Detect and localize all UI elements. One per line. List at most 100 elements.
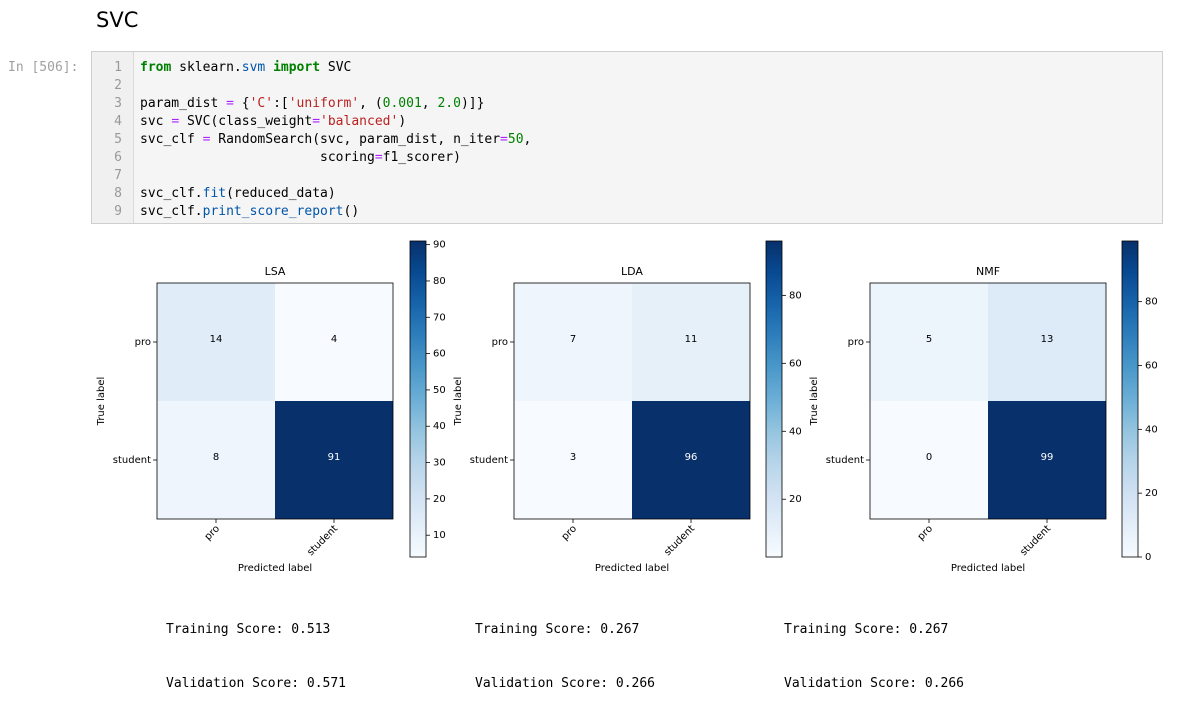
section-heading: SVC bbox=[96, 8, 139, 32]
code-editor[interactable]: 1 from sklearn.svm import SVC 2 3 param_dist… bbox=[92, 59, 1162, 221]
colorbar-tick-label: 60 bbox=[789, 358, 802, 369]
validation-score: Validation Score: 0.571 bbox=[166, 676, 347, 691]
heatmap-cell bbox=[157, 401, 275, 519]
cell-value-label: 99 bbox=[1041, 452, 1054, 463]
line-number: 8 bbox=[114, 186, 122, 201]
colorbar-tick-label: 80 bbox=[789, 290, 802, 301]
code-line[interactable]: 3 param_dist = {'C':['uniform', (0.001, 2… bbox=[92, 95, 1162, 113]
colorbar-tick-label: 80 bbox=[1145, 297, 1158, 308]
heatmap-cell bbox=[275, 283, 393, 401]
colorbar-tick-label: 20 bbox=[1145, 488, 1158, 499]
code-text: svc_clf.fit(reduced_data) bbox=[140, 186, 336, 201]
heatmap-cell bbox=[632, 283, 750, 401]
x-tick-label: pro bbox=[203, 523, 222, 542]
heatmap-cell bbox=[514, 283, 632, 401]
line-number: 6 bbox=[114, 150, 122, 165]
colorbar-frame bbox=[765, 240, 783, 558]
x-axis-label: Predicted label bbox=[951, 563, 1025, 574]
x-tick-label: pro bbox=[560, 523, 579, 542]
x-axis-label: Predicted label bbox=[238, 563, 312, 574]
colorbar-tick-label: 60 bbox=[1145, 360, 1158, 371]
colorbar-tick-label: 30 bbox=[433, 458, 446, 469]
code-line[interactable]: 1 from sklearn.svm import SVC bbox=[92, 59, 1162, 77]
heatmap-cell bbox=[514, 401, 632, 519]
y-tick-label: student bbox=[470, 455, 508, 466]
cell-value-label: 5 bbox=[926, 334, 932, 345]
code-line[interactable]: 7 bbox=[92, 167, 1162, 185]
y-tick-label: pro bbox=[135, 337, 151, 348]
cell-value-label: 14 bbox=[210, 334, 223, 345]
colorbar-frame bbox=[409, 240, 427, 558]
confusion-matrix-figure: 14 4 8 91 LSA pro student pro student Predicted l… bbox=[96, 240, 1158, 574]
cell-value-label: 7 bbox=[570, 334, 576, 345]
training-score: Training Score: 0.267 bbox=[475, 622, 640, 637]
code-text: param_dist = {'C':['uniform', (0.001, 2.… bbox=[140, 96, 485, 111]
code-line[interactable]: 6 scoring=f1_scorer) bbox=[92, 149, 1162, 167]
code-line[interactable]: 9 svc_clf.print_score_report() bbox=[92, 203, 1162, 221]
line-number-gutter bbox=[92, 52, 134, 223]
code-line[interactable]: 4 svc = SVC(class_weight='balanced') bbox=[92, 113, 1162, 131]
x-axis-label: Predicted label bbox=[595, 563, 669, 574]
heatmap-cell bbox=[632, 401, 750, 519]
validation-score: Validation Score: 0.266 bbox=[784, 676, 965, 691]
code-text: scoring=f1_scorer) bbox=[140, 150, 461, 165]
heatmap-cell bbox=[988, 401, 1106, 519]
code-text: svc_clf.print_score_report() bbox=[140, 204, 360, 219]
y-tick-label: student bbox=[826, 455, 864, 466]
colorbar-tick-label: 20 bbox=[433, 494, 446, 505]
colorbar-tick-label: 60 bbox=[433, 349, 446, 360]
y-axis-label: True label bbox=[809, 377, 820, 427]
axes-frame bbox=[513, 282, 751, 520]
line-number: 2 bbox=[114, 78, 122, 93]
axes-frame bbox=[869, 282, 1107, 520]
heatmap-cell bbox=[870, 401, 988, 519]
colorbar-tick-label: 80 bbox=[433, 276, 446, 287]
heatmap-cell bbox=[870, 283, 988, 401]
line-number: 9 bbox=[114, 204, 122, 219]
colorbar-tick-label: 90 bbox=[433, 240, 446, 251]
line-number: 3 bbox=[114, 96, 122, 111]
training-score: Training Score: 0.513 bbox=[166, 622, 331, 637]
training-score: Training Score: 0.267 bbox=[784, 622, 949, 637]
code-line[interactable]: 2 bbox=[92, 77, 1162, 95]
colorbar-tick-label: 40 bbox=[433, 421, 446, 432]
colorbar-tick-label: 40 bbox=[789, 426, 802, 437]
y-tick-label: pro bbox=[492, 337, 508, 348]
validation-score: Validation Score: 0.266 bbox=[475, 676, 656, 691]
chart-title: LSA bbox=[265, 265, 286, 278]
colorbar-tick-label: 70 bbox=[433, 312, 446, 323]
line-number: 5 bbox=[114, 132, 122, 147]
x-tick-label: pro bbox=[916, 523, 935, 542]
axes-frame bbox=[156, 282, 394, 520]
colorbar-tick-label: 0 bbox=[1145, 552, 1151, 563]
cell-value-label: 11 bbox=[685, 334, 698, 345]
x-tick-label: student bbox=[1018, 523, 1053, 558]
colorbar-tick-label: 10 bbox=[433, 530, 446, 541]
line-number: 4 bbox=[114, 114, 122, 129]
code-cell[interactable]: 1 from sklearn.svm import SVC 2 3 param_dist… bbox=[91, 51, 1163, 224]
chart-title: NMF bbox=[976, 265, 1000, 278]
cell-value-label: 0 bbox=[926, 452, 932, 463]
line-number: 1 bbox=[114, 60, 122, 75]
y-axis-label: True label bbox=[453, 377, 464, 427]
cell-prompt: In [506]: bbox=[8, 60, 79, 75]
y-axis-label: True label bbox=[96, 377, 107, 427]
code-text: svc_clf = RandomSearch(svc, param_dist, … bbox=[140, 132, 532, 147]
code-line[interactable]: 8 svc_clf.fit(reduced_data) bbox=[92, 185, 1162, 203]
colorbar bbox=[1122, 241, 1138, 557]
colorbar-frame bbox=[1121, 240, 1139, 558]
cell-value-label: 13 bbox=[1041, 334, 1054, 345]
colorbar-tick-label: 40 bbox=[1145, 424, 1158, 435]
code-line[interactable]: 5 svc_clf = RandomSearch(svc, param_dist,… bbox=[92, 131, 1162, 149]
y-tick-label: student bbox=[113, 455, 151, 466]
heatmap-cell bbox=[275, 401, 393, 519]
line-number: 7 bbox=[114, 168, 122, 183]
cell-value-label: 8 bbox=[213, 452, 219, 463]
code-text: from sklearn.svm import SVC bbox=[140, 60, 352, 75]
y-tick-label: pro bbox=[848, 337, 864, 348]
score-report-lda: Training Score: 0.267 Validation Score: … bbox=[475, 585, 655, 711]
score-report-nmf: Training Score: 0.267 Validation Score: … bbox=[784, 585, 964, 711]
x-tick-label: student bbox=[305, 523, 340, 558]
colorbar bbox=[410, 241, 426, 557]
heatmap-cell bbox=[157, 283, 275, 401]
